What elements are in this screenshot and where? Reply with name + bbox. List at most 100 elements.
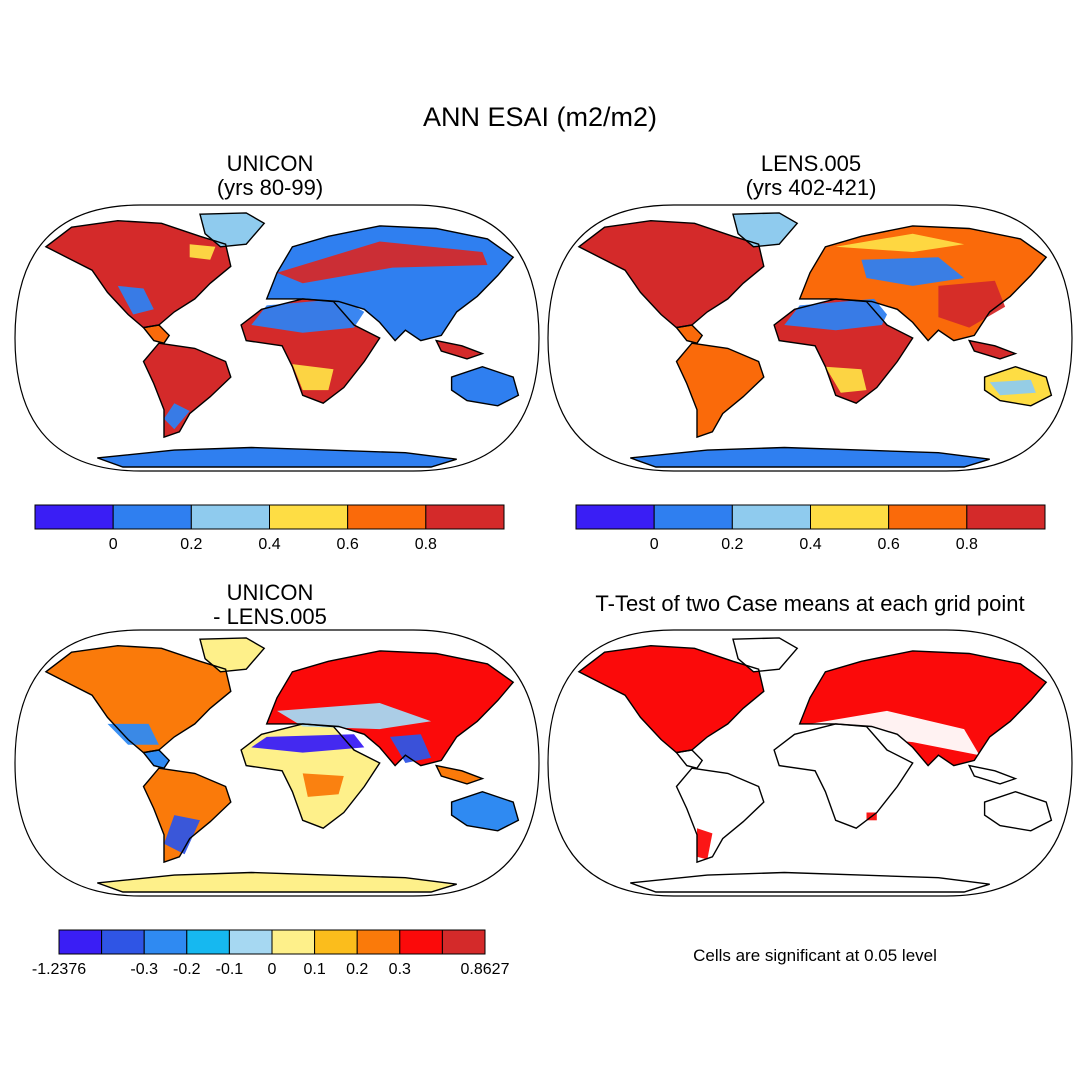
coastline-africa-lens [773, 298, 914, 404]
colorbar-diff-box-8 [399, 929, 443, 955]
colorbar-unicon-box-1 [112, 504, 192, 530]
land-eurasia-ttest [799, 650, 1047, 766]
colorbar-lens-box-2 [731, 504, 811, 530]
land-seAsia-diff [436, 765, 483, 784]
colorbar-diff-label-5: 0.1 [303, 961, 325, 978]
panel-title-ttest-line1: T-Test of two Case means at each grid po… [595, 591, 1025, 616]
land-greenland-diff [200, 637, 265, 672]
colorbar-diff-box-6 [314, 929, 358, 955]
colorbar-diff-label-6: 0.2 [346, 961, 368, 978]
coastline-eurasia-diff [265, 650, 515, 767]
coastline-centralAmerica-diff [142, 749, 171, 770]
land-southAmerica-diff [143, 768, 231, 863]
colorbar-lens-box-4 [888, 504, 968, 530]
panel-title-unicon-line2: (yrs 80-99) [216, 175, 324, 200]
field-patch-diff-2 [390, 734, 432, 763]
map-panel-diff [14, 629, 540, 897]
coastline-africa-diff [240, 723, 381, 829]
land-seAsia-lens [969, 340, 1016, 359]
colorbar-lens-box-0 [575, 504, 655, 530]
map-frame-ttest [547, 629, 1073, 897]
colorbar-diff-box-3 [186, 929, 230, 955]
colorbar-lens-label-2: 0.4 [799, 536, 821, 553]
coastline-northAmerica-ttest [577, 644, 765, 754]
colorbar-unicon-box-0 [34, 504, 114, 530]
colorbar-unicon-box-3 [269, 504, 349, 530]
colorbar-unicon-label-1: 0.2 [180, 536, 202, 553]
coastline-northAmerica-unicon [44, 219, 232, 329]
panel-title-diff: UNICON - LENS.005 [170, 581, 370, 629]
coastline-southAmerica-unicon [142, 342, 232, 439]
colorbar-lens-box-1 [653, 504, 733, 530]
colorbar-diff-label-7: 0.3 [389, 961, 411, 978]
coastline-africa-unicon [240, 298, 381, 404]
field-patch-unicon-4 [292, 364, 334, 391]
field-patch-lens-1 [861, 257, 965, 286]
field-patch-diff-4 [164, 815, 200, 855]
map-frame-lens [547, 204, 1073, 472]
ttest-note: Cells are significant at 0.05 level [693, 946, 937, 965]
coastline-seAsia-unicon [434, 339, 485, 360]
coastline-seAsia-ttest [967, 764, 1018, 785]
coastline-antarctica-lens [630, 446, 990, 468]
field-patch-unicon-0 [251, 298, 365, 333]
map-panel-lens [547, 204, 1073, 472]
panel-title-lens: LENS.005 (yrs 402-421) [711, 152, 911, 200]
field-patch-unicon-3 [117, 285, 154, 315]
land-greenland-lens [733, 212, 798, 247]
colorbar-diff-box-0 [58, 929, 103, 955]
field-patch-unicon-1 [277, 241, 488, 284]
land-australia-diff [451, 791, 519, 831]
colorbar-unicon-label-3: 0.6 [337, 536, 359, 553]
figure-title: ANN ESAI (m2/m2) [422, 102, 658, 132]
panel-title-diff-line2: - LENS.005 [213, 604, 327, 629]
field-patch-diff-0 [251, 734, 365, 753]
land-southAmerica-unicon [143, 343, 231, 438]
field-patch-unicon-2 [189, 244, 216, 260]
land-northAmerica-diff [45, 645, 231, 753]
colorbar-diff-box-9 [441, 929, 486, 955]
field-patch-lens-5 [989, 379, 1036, 396]
colorbar-diff-label-3: -0.1 [216, 961, 244, 978]
land-antarctica-ttest [630, 872, 990, 892]
colorbar-unicon-label-0: 0 [109, 536, 118, 553]
coastline-centralAmerica-lens [675, 324, 704, 345]
land-northAmerica-unicon [45, 220, 231, 328]
land-seAsia-unicon [436, 340, 483, 359]
colorbar-lens: 0 0.2 0.4 0.6 0.8 [575, 504, 1046, 553]
field-patch-diff-1 [277, 703, 432, 730]
colorbar-lens-label-3: 0.6 [878, 536, 900, 553]
colorbar-unicon-box-4 [347, 504, 427, 530]
colorbar-diff-label-4: 0 [268, 961, 277, 978]
panel-title-ttest: T-Test of two Case means at each grid po… [540, 592, 1080, 616]
colorbar-lens-label-4: 0.8 [956, 536, 978, 553]
land-australia-ttest [984, 791, 1052, 831]
colorbar-diff-box-5 [271, 929, 316, 955]
field-patch-lens-4 [825, 366, 867, 393]
field-patch-unicon-5 [164, 403, 190, 430]
map-frame-unicon [14, 204, 540, 472]
land-greenland-unicon [200, 212, 265, 247]
panel-title-diff-line1: UNICON [226, 580, 314, 605]
colorbar-unicon-label-2: 0.4 [258, 536, 280, 553]
field-patch-diff-5 [302, 773, 344, 797]
colorbar-unicon: 0 0.2 0.4 0.6 0.8 [34, 504, 505, 553]
colorbar-unicon-box-2 [190, 504, 270, 530]
coastline-greenland-diff [199, 637, 266, 673]
coastline-australia-diff [450, 790, 520, 832]
coastline-australia-lens [983, 365, 1053, 407]
coastline-australia-unicon [450, 365, 520, 407]
land-seAsia-ttest [969, 765, 1016, 784]
colorbar-diff-label-8: 0.8627 [461, 961, 510, 978]
coastline-southAmerica-lens [675, 342, 765, 439]
colorbar-diff-box-4 [228, 929, 273, 955]
colorbar-lens-box-3 [810, 504, 890, 530]
coastline-seAsia-diff [434, 764, 485, 785]
coastline-antarctica-diff [97, 871, 457, 893]
coastline-northAmerica-diff [44, 644, 232, 754]
panel-title-lens-line1: LENS.005 [760, 151, 862, 176]
field-patch-lens-0 [784, 298, 887, 331]
field-patch-lens-3 [835, 233, 965, 252]
coastline-southAmerica-ttest [675, 767, 765, 864]
